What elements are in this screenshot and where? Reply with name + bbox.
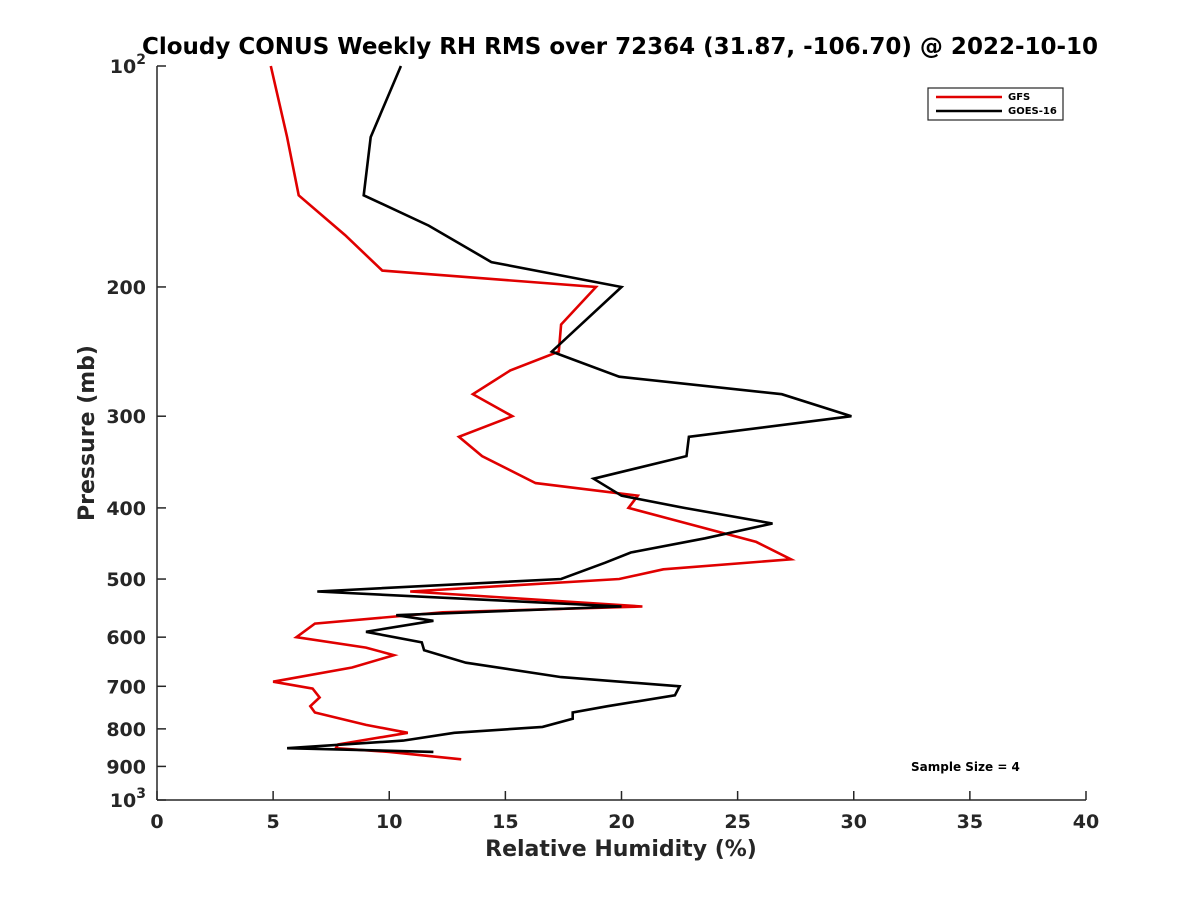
series-line-goes16 — [287, 65, 852, 754]
y-tick-label: 400 — [106, 498, 146, 520]
y-tick-label-exponent: 3 — [136, 786, 146, 802]
series-line-gfs — [269, 65, 796, 761]
y-tick-label: 800 — [106, 719, 146, 741]
x-tick-label: 0 — [150, 811, 163, 833]
y-tick-label: 700 — [106, 676, 146, 698]
x-tick-label: 40 — [1073, 811, 1099, 833]
x-tick-label: 25 — [724, 811, 750, 833]
x-tick-label: 20 — [608, 811, 634, 833]
y-axis-label: Pressure (mb) — [75, 345, 100, 521]
y-tick-label-exponent: 2 — [136, 52, 146, 68]
y-tick-label: 102 — [110, 52, 146, 78]
legend-label-goes16: GOES-16 — [1008, 106, 1057, 117]
legend-box — [927, 87, 1064, 121]
x-tick-label: 35 — [957, 811, 983, 833]
y-tick-label: 900 — [106, 756, 146, 778]
legend-label-gfs: GFS — [1008, 92, 1030, 103]
x-ticks: 0 5 10 15 20 25 30 35 40 — [150, 791, 1099, 833]
legend: GFS GOES-16 — [927, 87, 1064, 121]
y-tick-label: 200 — [106, 277, 146, 299]
y-tick-label: 600 — [106, 627, 146, 649]
y-tick-label-base: 10 — [110, 56, 136, 78]
y-tick-label-base: 10 — [110, 790, 136, 812]
x-tick-label: 30 — [841, 811, 867, 833]
chart-title: Cloudy CONUS Weekly RH RMS over 72364 (3… — [142, 34, 1098, 60]
y-tick-label: 300 — [106, 406, 146, 428]
x-tick-label: 15 — [492, 811, 518, 833]
sample-size-annotation: Sample Size = 4 — [911, 760, 1020, 774]
x-axis-label: Relative Humidity (%) — [485, 837, 757, 862]
y-tick-label: 500 — [106, 569, 146, 591]
series-layer — [269, 65, 852, 761]
x-tick-label: 5 — [267, 811, 280, 833]
y-tick-label: 103 — [110, 786, 146, 812]
x-tick-label: 10 — [376, 811, 402, 833]
